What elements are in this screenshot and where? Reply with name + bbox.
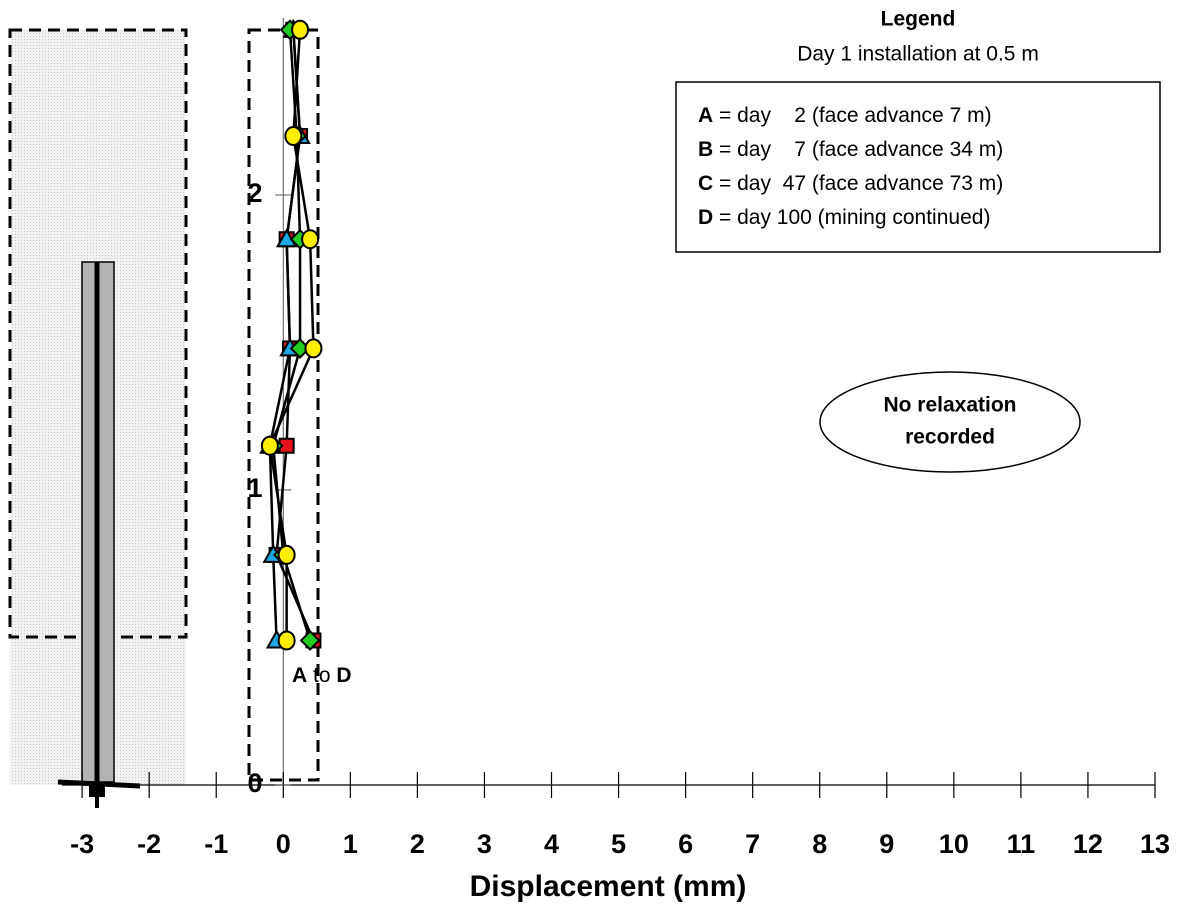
marker [277, 544, 296, 565]
x-tick-label: 12 [1073, 829, 1103, 859]
x-tick-label: 9 [879, 829, 894, 859]
legend-key: B [698, 138, 713, 161]
legend: A = day 2 (face advance 7 m) B = day 7 (f… [698, 104, 1003, 229]
x-tick-label: -3 [70, 829, 94, 859]
x-tick-label: 10 [939, 829, 969, 859]
x-axis-title: Displacement (mm) [470, 870, 747, 903]
plot [259, 18, 323, 651]
x-tick-label: 11 [1007, 829, 1036, 859]
marker [284, 126, 303, 146]
note-ellipse [819, 371, 1081, 473]
x-tick-label: 7 [745, 829, 760, 859]
dashed-zone [8, 28, 188, 639]
marker [260, 435, 279, 456]
x-tick-label: 2 [410, 829, 425, 859]
y-tick-label: 0 [247, 768, 262, 798]
y-tick-label: 2 [247, 178, 262, 208]
x-tick-label: -1 [204, 829, 228, 859]
x-tick-label: 4 [544, 829, 559, 859]
legend-title: Legend [881, 8, 956, 31]
y-tick-label: 1 [247, 473, 262, 503]
legend-entry: D = day 100 (mining continued) [698, 206, 990, 229]
marker [304, 338, 323, 359]
anchor [89, 783, 105, 797]
legend-entry: A = day 2 (face advance 7 m) [698, 104, 992, 127]
marker [291, 19, 310, 40]
legend-subtitle: Day 1 installation at 0.5 m [797, 43, 1039, 66]
note: recorded [905, 426, 995, 449]
marker [299, 630, 321, 651]
range-word: to [313, 664, 331, 687]
legend-entry: C = day 47 (face advance 73 m) [698, 172, 1003, 195]
range-to: D [336, 664, 351, 687]
legend-label: = day 47 (face advance 73 m) [719, 172, 1003, 195]
marker [301, 229, 320, 250]
x-tick-label: 6 [678, 829, 693, 859]
legend-label: = day 100 (mining continued) [719, 206, 990, 229]
x-tick-label: 13 [1140, 829, 1170, 859]
marker [277, 630, 296, 651]
x-tick-label: 8 [812, 829, 827, 859]
range-label: A to D [292, 664, 352, 687]
legend-label: = day 2 (face advance 7 m) [719, 104, 992, 127]
legend-key: C [698, 172, 713, 195]
x-tick-label: -2 [137, 829, 161, 859]
x-tick-label: 1 [343, 829, 358, 859]
legend-key: D [698, 206, 713, 229]
x-tick-label: 3 [477, 829, 492, 859]
range-from: A [292, 664, 307, 687]
legend-box [675, 81, 1161, 253]
note: No relaxation [883, 394, 1016, 417]
legend-label: = day 7 (face advance 34 m) [719, 138, 1003, 161]
x-tick-label: 0 [276, 829, 291, 859]
x-tick-label: 5 [611, 829, 626, 859]
legend-key: A [698, 104, 713, 127]
dashed-zone [247, 28, 320, 782]
legend-entry: B = day 7 (face advance 34 m) [698, 138, 1003, 161]
